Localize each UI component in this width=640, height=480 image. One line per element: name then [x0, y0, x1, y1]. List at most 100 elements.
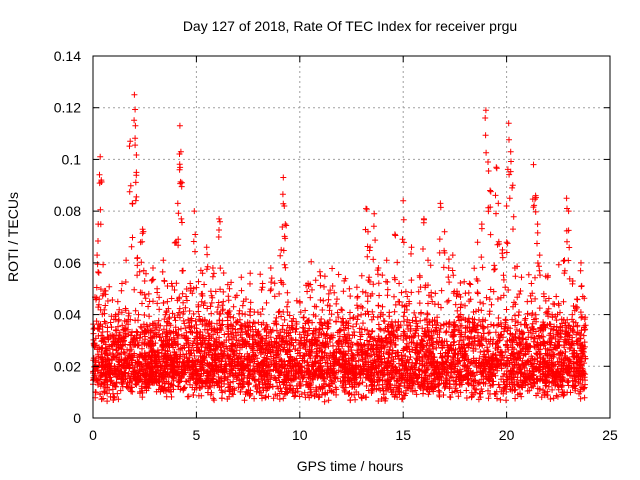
background-point: [298, 334, 305, 341]
background-point: [238, 274, 245, 281]
background-point: [247, 312, 254, 319]
background-point: [329, 265, 336, 272]
background-point: [230, 391, 237, 398]
background-point: [210, 395, 217, 402]
background-point: [97, 383, 104, 390]
background-point: [389, 350, 396, 357]
background-point: [109, 297, 116, 303]
background-point: [503, 378, 510, 384]
background-point: [107, 319, 114, 326]
background-point: [402, 288, 409, 295]
background-point: [297, 352, 304, 359]
background-point: [463, 387, 470, 394]
background-point: [224, 396, 231, 402]
background-point: [529, 363, 536, 370]
background-point: [461, 278, 468, 285]
background-point: [445, 256, 452, 263]
background-point: [480, 300, 487, 307]
background-point: [218, 395, 225, 402]
background-point: [214, 329, 221, 336]
background-point: [353, 321, 360, 327]
background-point: [332, 375, 339, 382]
background-point: [526, 387, 533, 394]
background-point: [201, 281, 208, 288]
background-point: [300, 374, 307, 381]
background-point: [252, 383, 259, 390]
background-point: [518, 274, 525, 281]
background-point: [291, 393, 298, 400]
background-point: [463, 395, 470, 401]
background-point: [437, 325, 444, 332]
background-point: [319, 325, 326, 332]
background-point: [131, 286, 138, 293]
background-point: [239, 302, 246, 309]
background-point: [477, 299, 484, 306]
background-point: [368, 352, 375, 359]
background-point: [488, 301, 495, 308]
background-point: [399, 358, 406, 364]
background-point: [340, 288, 347, 295]
background-point: [436, 389, 443, 395]
background-point: [413, 360, 420, 367]
background-point: [132, 317, 139, 324]
background-point: [510, 365, 517, 371]
background-point: [256, 388, 263, 395]
background-point: [176, 346, 182, 353]
background-point: [540, 333, 547, 340]
background-point: [188, 329, 195, 336]
background-point: [181, 384, 188, 391]
background-point: [139, 345, 145, 352]
background-point: [375, 398, 382, 404]
background-point: [470, 373, 476, 380]
background-point: [273, 327, 280, 334]
background-point: [156, 327, 163, 334]
background-point: [145, 303, 152, 310]
background-point: [540, 387, 547, 394]
background-point: [424, 311, 431, 318]
background-point: [172, 317, 179, 324]
background-point: [444, 298, 451, 305]
background-point: [496, 384, 503, 391]
background-point: [353, 284, 360, 291]
background-point: [205, 330, 212, 337]
background-point: [317, 297, 324, 303]
background-point: [454, 355, 461, 362]
background-point: [379, 272, 386, 279]
background-point: [230, 378, 237, 385]
background-point: [478, 376, 485, 383]
background-point: [356, 380, 363, 387]
background-point: [481, 324, 487, 331]
background-point: [359, 288, 366, 295]
background-point: [272, 391, 279, 398]
background-point: [258, 349, 265, 356]
background-point: [486, 311, 493, 318]
background-point: [113, 373, 120, 380]
background-point: [270, 395, 277, 402]
background-point: [438, 287, 445, 294]
background-point: [457, 280, 464, 286]
background-point: [570, 369, 577, 375]
background-point: [347, 293, 354, 300]
background-point: [437, 350, 444, 357]
background-point: [301, 389, 308, 396]
background-point: [486, 296, 493, 303]
background-point: [352, 358, 359, 365]
background-point: [299, 375, 306, 382]
background-point: [490, 381, 497, 388]
background-point: [355, 381, 362, 388]
background-point: [170, 382, 176, 389]
background-point: [564, 379, 571, 386]
background-point: [298, 391, 305, 398]
background-point: [502, 284, 509, 291]
background-point: [518, 393, 525, 400]
background-point: [533, 350, 540, 357]
background-point: [163, 393, 170, 400]
background-point: [434, 358, 441, 365]
data-points: [90, 91, 589, 405]
background-point: [128, 346, 135, 353]
background-point: [218, 347, 225, 354]
background-point: [281, 316, 288, 323]
background-point: [359, 379, 366, 386]
background-point: [293, 325, 300, 332]
background-point: [257, 271, 264, 278]
